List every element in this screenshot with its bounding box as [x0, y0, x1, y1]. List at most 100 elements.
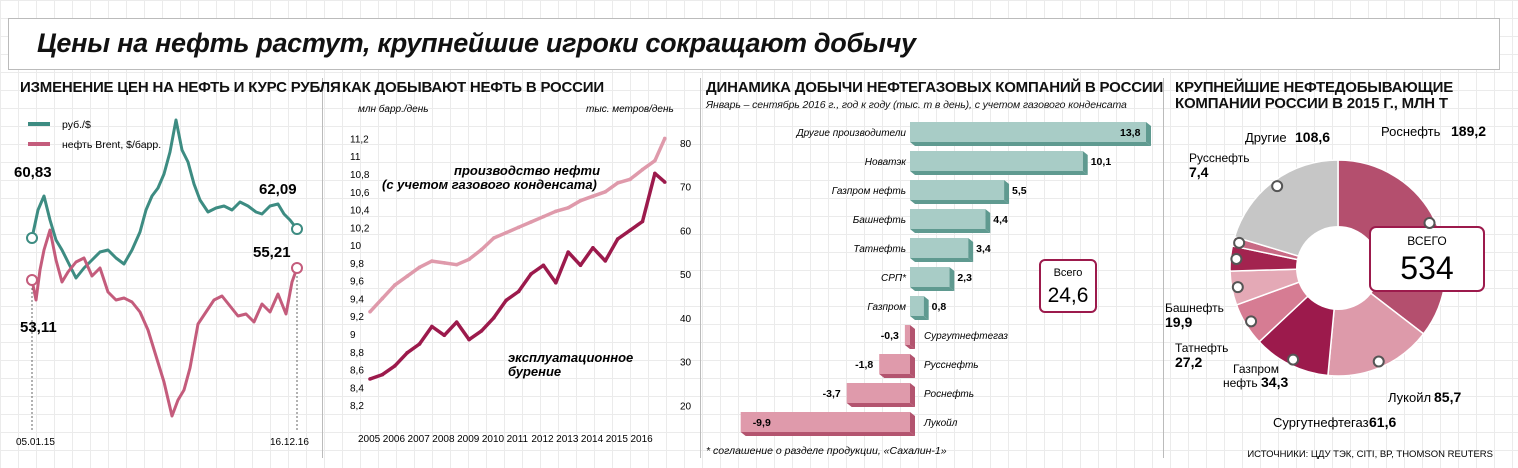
bar-value-label: 3,4	[976, 243, 991, 255]
x-tick-label: 2011	[507, 434, 529, 445]
slice-value: 108,6	[1295, 129, 1330, 145]
bar-value-label: -1,8	[855, 359, 873, 371]
production-point	[662, 136, 667, 141]
production-point	[405, 274, 409, 279]
drilling-point	[430, 324, 434, 329]
drilling-point	[492, 315, 496, 320]
bar-bottom	[910, 229, 991, 233]
x-end-label: 16.12.16	[270, 437, 309, 448]
right-tick-label: 80	[680, 139, 692, 150]
donut-hole	[1296, 226, 1380, 310]
bar-side	[910, 412, 915, 436]
rub-start-label: 60,83	[14, 164, 52, 181]
bar	[910, 209, 986, 229]
rub-end-label: 62,09	[259, 181, 297, 198]
total-box-label: ВСЕГО	[1407, 234, 1446, 248]
x-tick-label: 2005	[358, 434, 381, 445]
share-title: КРУПНЕЙШИЕ НЕФТЕДОБЫВАЮЩИЕ КОМПАНИИ РОСС…	[1175, 79, 1454, 112]
production-point	[380, 296, 385, 301]
drilling-point	[615, 237, 620, 241]
production-chart: млн барр./день тыс. метров/день 11,2 11 10…	[350, 103, 692, 445]
drilling-point	[578, 263, 583, 268]
bar-category-label: Газпром	[867, 302, 906, 313]
bar-category-label: Лукойл	[923, 418, 958, 429]
production-point	[454, 262, 459, 267]
bar-value-label: 5,5	[1012, 185, 1027, 197]
left-tick-label: 9,6	[350, 277, 364, 288]
right-tick-label: 20	[680, 401, 692, 412]
x-tick-label: 2006	[383, 434, 406, 445]
bar-value-label: 13,8	[1120, 127, 1141, 139]
drilling-point	[653, 171, 657, 176]
drilling-point	[442, 333, 447, 338]
production-point	[578, 198, 583, 203]
right-axis-label: тыс. метров/день	[586, 104, 674, 115]
bar-bottom	[910, 171, 1088, 175]
dynamics-chart: Другие производители 13,8 Новатэк 10,1 Газпр…	[706, 122, 1151, 457]
slice-value: 27,2	[1175, 354, 1202, 370]
bar-category-label: Новатэк	[865, 157, 907, 168]
drilling-point	[628, 228, 632, 233]
production-label-line2: (с учетом газового конденсата)	[382, 177, 597, 192]
drilling-series-label: эксплуатационное бурение	[508, 350, 637, 379]
drilling-point	[392, 364, 397, 368]
brent-end-label: 55,21	[253, 244, 291, 261]
bar-bottom	[846, 403, 915, 407]
drilling-point	[566, 250, 570, 254]
bar-category-label: Газпром нефть	[832, 185, 906, 197]
slice-value: 19,9	[1165, 314, 1192, 330]
total-box	[1039, 259, 1097, 313]
left-tick-label: 9,4	[350, 294, 364, 305]
bar-side	[949, 267, 955, 291]
left-tick-label: 9,2	[350, 312, 364, 323]
x-tick-label: 2009	[457, 434, 480, 445]
bar	[910, 296, 924, 316]
left-tick-label: 10,2	[350, 223, 370, 234]
production-point	[529, 220, 533, 224]
production-point	[516, 225, 521, 230]
drilling-point	[479, 329, 484, 333]
bar-side	[910, 354, 915, 378]
left-tick-label: 10,8	[350, 170, 370, 181]
bar	[910, 122, 1146, 142]
bar-category-label: Роснефть	[924, 388, 974, 400]
drilling-point	[516, 289, 521, 294]
slice-name: Лукойл	[1388, 390, 1431, 405]
brent-start-label: 53,11	[20, 319, 57, 336]
slice-marker	[1423, 216, 1436, 229]
bar-side	[910, 383, 915, 407]
rub-start-marker	[26, 232, 38, 244]
x-tick-label: 2008	[432, 434, 455, 445]
prices-title: ИЗМЕНЕНИЕ ЦЕН НА НЕФТЬ И КУРС РУБЛЯ	[20, 79, 341, 96]
right-tick-label: 30	[680, 358, 692, 369]
left-tick-label: 10,4	[350, 206, 370, 217]
header: Цены на нефть растут, крупнейшие игроки …	[8, 18, 1500, 70]
production-title: КАК ДОБЫВАЮТ НЕФТЬ В РОССИИ	[342, 79, 604, 96]
drilling-point	[541, 263, 546, 268]
production-point	[479, 247, 484, 252]
drilling-point	[417, 342, 422, 346]
production-point	[467, 257, 471, 262]
x-tick-label: 2007	[408, 434, 431, 445]
production-point	[653, 158, 657, 163]
bar	[910, 238, 969, 258]
total-box-value: 534	[1400, 250, 1453, 286]
drilling-point	[368, 377, 372, 381]
left-tick-label: 8,4	[350, 383, 364, 394]
production-point	[368, 309, 372, 314]
drilling-point	[467, 337, 471, 342]
bar-side	[923, 296, 929, 320]
bar-value-label: 10,1	[1091, 156, 1112, 168]
x-tick-label: 2013	[556, 434, 579, 445]
production-point	[417, 265, 422, 270]
bar-side	[910, 325, 915, 349]
slice-name: Роснефть	[1381, 124, 1441, 139]
bar-side	[1004, 180, 1010, 204]
left-tick-label: 11	[350, 152, 361, 163]
production-point	[640, 167, 645, 172]
slice-marker	[1233, 236, 1246, 249]
left-tick-label: 10	[350, 241, 362, 252]
dynamics-title: ДИНАМИКА ДОБЫЧИ НЕФТЕГАЗОВЫХ КОМПАНИЙ В …	[706, 79, 1164, 96]
total-box-label: Всего	[1054, 267, 1083, 279]
bar-value-label: 4,4	[993, 214, 1008, 226]
